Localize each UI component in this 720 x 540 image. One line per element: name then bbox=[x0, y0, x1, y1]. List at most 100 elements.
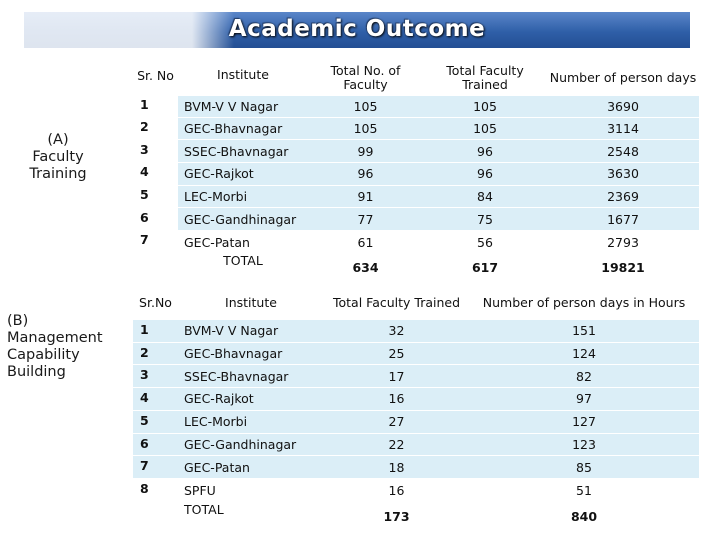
table-row: 1 BVM-V V Nagar 32 151 bbox=[133, 318, 699, 343]
hours-total: 840 bbox=[570, 508, 598, 524]
person-days-cell: 2369 bbox=[547, 184, 699, 209]
faculty-training-table: Sr. No Institute Total No. of Faculty To… bbox=[133, 62, 699, 275]
total-row: TOTAL 634 617 19821 bbox=[133, 253, 699, 275]
trained-cell: 84 bbox=[423, 184, 547, 209]
sr-cell: 3 bbox=[140, 141, 149, 157]
sr-cell: 1 bbox=[133, 318, 178, 343]
hours-cell: 127 bbox=[469, 409, 699, 434]
institute-cell: BVM-V V Nagar bbox=[178, 318, 324, 343]
institute-cell: BVM-V V Nagar bbox=[178, 94, 308, 118]
sr-cell: 6 bbox=[133, 432, 178, 457]
trained-cell: 105 bbox=[423, 116, 547, 141]
total-faculty-cell: 96 bbox=[308, 161, 423, 186]
title-banner: Academic Outcome bbox=[24, 12, 690, 48]
table-row: 5 LEC-Morbi 27 127 bbox=[133, 409, 699, 434]
total-row: TOTAL 173 840 bbox=[133, 502, 699, 524]
total-spacer bbox=[133, 253, 178, 275]
institute-cell: GEC-Rajkot bbox=[178, 161, 308, 186]
sr-cell: 2 bbox=[133, 341, 178, 366]
hours-cell: 123 bbox=[469, 432, 699, 457]
institute-cell: GEC-Gandhinagar bbox=[178, 207, 308, 231]
table-row: 4 GEC-Rajkot 96 96 3630 bbox=[133, 161, 699, 186]
person-days-cell: 3630 bbox=[547, 161, 699, 186]
sr-cell: 7 bbox=[133, 455, 178, 480]
person-days-total: 19821 bbox=[601, 260, 645, 276]
total-label: TOTAL bbox=[184, 501, 224, 517]
institute-cell: SSEC-Bhavnagar bbox=[178, 364, 324, 389]
institute-cell: GEC-Patan bbox=[184, 234, 250, 250]
table-row: 6 GEC-Gandhinagar 22 123 bbox=[133, 432, 699, 457]
person-days-cell: 3114 bbox=[547, 116, 699, 141]
trained-total: 617 bbox=[471, 260, 499, 276]
header-total-faculty: Total No. of Faculty bbox=[330, 63, 401, 93]
header-institute: Institute bbox=[225, 295, 277, 311]
sr-cell: 4 bbox=[140, 164, 149, 180]
person-days-cell: 3690 bbox=[547, 94, 699, 118]
trained-cell: 18 bbox=[324, 455, 469, 480]
total-faculty-cell: 99 bbox=[308, 139, 423, 163]
management-capability-table: Sr.No Institute Total Faculty Trained Nu… bbox=[133, 288, 699, 524]
institute-cell: GEC-Bhavnagar bbox=[178, 341, 324, 366]
section-a-label: (A) Faculty Training bbox=[29, 132, 87, 182]
sr-cell: 1 bbox=[140, 97, 149, 112]
hours-cell: 85 bbox=[469, 455, 699, 480]
total-faculty-cell: 105 bbox=[308, 116, 423, 141]
total-spacer bbox=[133, 502, 178, 524]
sr-cell: 5 bbox=[133, 409, 178, 434]
table-row: 6 GEC-Gandhinagar 77 75 1677 bbox=[133, 207, 699, 231]
total-faculty-cell: 77 bbox=[308, 207, 423, 231]
person-days-cell: 2793 bbox=[607, 234, 639, 250]
table-row: 1 BVM-V V Nagar 105 105 3690 bbox=[133, 94, 699, 118]
hours-cell: 51 bbox=[576, 482, 592, 498]
title-banner-highlight bbox=[24, 12, 234, 48]
institute-cell: SSEC-Bhavnagar bbox=[178, 139, 308, 163]
header-faculty-trained: Total Faculty Trained bbox=[332, 295, 461, 311]
section-b-label: (B) Management Capability Building bbox=[7, 313, 103, 380]
trained-total: 173 bbox=[383, 508, 410, 524]
table-row: 3 SSEC-Bhavnagar 99 96 2548 bbox=[133, 139, 699, 163]
trained-cell: 16 bbox=[388, 482, 405, 498]
trained-cell: 32 bbox=[324, 318, 469, 343]
person-days-cell: 1677 bbox=[547, 207, 699, 231]
trained-cell: 25 bbox=[324, 341, 469, 366]
sr-cell: 5 bbox=[140, 187, 149, 203]
header-person-days: Number of person days bbox=[549, 70, 697, 86]
trained-cell: 16 bbox=[324, 387, 469, 411]
header-sr-no: Sr. No bbox=[137, 67, 174, 83]
table-row: 4 GEC-Rajkot 16 97 bbox=[133, 387, 699, 411]
institute-cell: SPFU bbox=[184, 482, 216, 498]
sr-cell: 7 bbox=[140, 232, 149, 248]
sr-cell: 6 bbox=[140, 209, 149, 225]
trained-cell: 75 bbox=[423, 207, 547, 231]
sr-cell: 4 bbox=[133, 387, 178, 411]
institute-cell: GEC-Gandhinagar bbox=[178, 432, 324, 457]
table-row: 7 GEC-Patan 18 85 bbox=[133, 455, 699, 480]
institute-cell: GEC-Rajkot bbox=[178, 387, 324, 411]
total-label: TOTAL bbox=[223, 253, 263, 269]
sr-cell: 8 bbox=[140, 481, 149, 497]
trained-cell: 56 bbox=[477, 234, 493, 250]
table-row: 2 GEC-Bhavnagar 25 124 bbox=[133, 341, 699, 366]
table-row: 8 SPFU 16 51 bbox=[133, 479, 699, 502]
trained-cell: 17 bbox=[324, 364, 469, 389]
total-faculty-cell: 105 bbox=[308, 94, 423, 118]
header-hours: Number of person days in Hours bbox=[482, 295, 686, 311]
header-institute: Institute bbox=[217, 67, 269, 83]
sr-cell: 2 bbox=[140, 119, 149, 134]
total-faculty-cell: 91 bbox=[308, 184, 423, 209]
hours-cell: 151 bbox=[469, 318, 699, 343]
trained-cell: 27 bbox=[324, 409, 469, 434]
institute-cell: GEC-Patan bbox=[178, 455, 324, 480]
trained-cell: 96 bbox=[423, 161, 547, 186]
institute-cell: GEC-Bhavnagar bbox=[178, 116, 308, 141]
table-row: 7 GEC-Patan 61 56 2793 bbox=[133, 230, 699, 253]
institute-cell: LEC-Morbi bbox=[178, 184, 308, 209]
sr-cell: 3 bbox=[133, 364, 178, 389]
table-row: 3 SSEC-Bhavnagar 17 82 bbox=[133, 364, 699, 389]
trained-cell: 105 bbox=[423, 94, 547, 118]
table-row: 5 LEC-Morbi 91 84 2369 bbox=[133, 184, 699, 209]
total-faculty-total: 634 bbox=[352, 260, 379, 276]
hours-cell: 97 bbox=[469, 387, 699, 411]
trained-cell: 22 bbox=[324, 432, 469, 457]
hours-cell: 82 bbox=[469, 364, 699, 389]
